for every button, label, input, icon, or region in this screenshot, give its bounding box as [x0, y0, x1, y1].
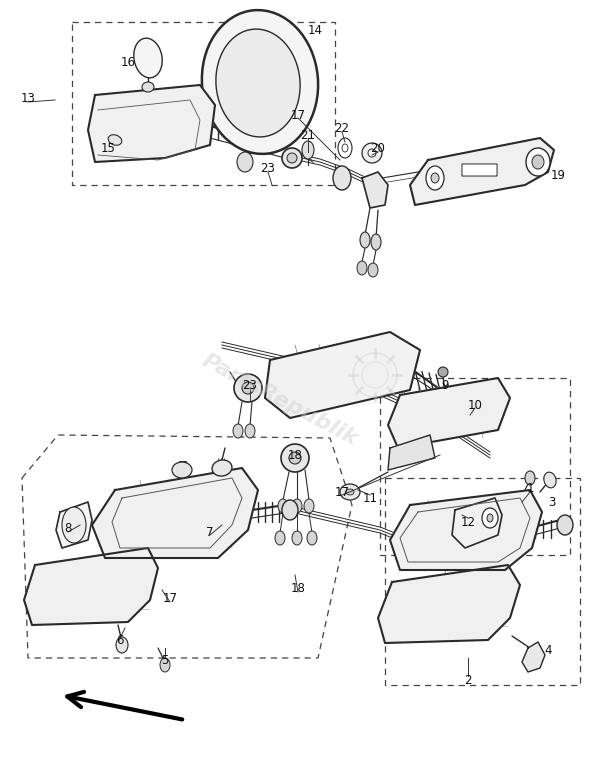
Polygon shape — [24, 548, 158, 625]
Text: 19: 19 — [551, 169, 566, 182]
Ellipse shape — [431, 173, 439, 183]
Polygon shape — [88, 85, 215, 162]
Text: 16: 16 — [121, 56, 136, 69]
Polygon shape — [362, 172, 388, 208]
Text: 12: 12 — [461, 516, 476, 529]
Polygon shape — [388, 378, 510, 448]
Ellipse shape — [304, 499, 314, 513]
Ellipse shape — [557, 515, 573, 535]
Ellipse shape — [142, 82, 154, 92]
Text: PartsRepublik: PartsRepublik — [199, 350, 361, 450]
Ellipse shape — [333, 166, 351, 190]
Text: 2: 2 — [464, 673, 472, 686]
Text: 9: 9 — [441, 379, 449, 391]
Ellipse shape — [289, 452, 301, 464]
Ellipse shape — [62, 507, 86, 543]
Ellipse shape — [362, 143, 382, 163]
Ellipse shape — [282, 500, 298, 520]
Polygon shape — [452, 498, 502, 548]
Text: 1: 1 — [526, 482, 534, 495]
Ellipse shape — [346, 489, 354, 495]
Ellipse shape — [108, 135, 122, 145]
Ellipse shape — [202, 10, 318, 154]
Ellipse shape — [487, 514, 493, 522]
Ellipse shape — [134, 38, 162, 78]
Text: 13: 13 — [20, 91, 35, 104]
Ellipse shape — [172, 462, 192, 478]
Text: 6: 6 — [116, 634, 124, 646]
Text: 18: 18 — [287, 448, 302, 461]
Ellipse shape — [357, 261, 367, 275]
Ellipse shape — [544, 472, 556, 488]
Text: 22: 22 — [335, 121, 349, 135]
Ellipse shape — [242, 382, 254, 394]
Text: 5: 5 — [161, 653, 169, 666]
Ellipse shape — [307, 531, 317, 545]
Text: 23: 23 — [242, 379, 257, 391]
Ellipse shape — [438, 367, 448, 377]
Ellipse shape — [292, 531, 302, 545]
Ellipse shape — [532, 155, 544, 169]
Text: 17: 17 — [163, 591, 178, 604]
Ellipse shape — [525, 471, 535, 485]
Text: 8: 8 — [64, 522, 71, 534]
Ellipse shape — [216, 29, 300, 137]
Text: 14: 14 — [308, 23, 323, 36]
Polygon shape — [410, 138, 554, 205]
Polygon shape — [378, 565, 520, 643]
Ellipse shape — [482, 508, 498, 528]
Polygon shape — [56, 502, 92, 548]
Text: 23: 23 — [260, 162, 275, 175]
Ellipse shape — [282, 148, 302, 168]
Polygon shape — [390, 490, 542, 570]
Ellipse shape — [368, 149, 376, 157]
Ellipse shape — [237, 152, 253, 172]
Text: 15: 15 — [101, 141, 115, 155]
Text: 21: 21 — [301, 128, 316, 141]
Text: 4: 4 — [544, 643, 552, 656]
Text: 11: 11 — [362, 492, 377, 505]
Text: 20: 20 — [371, 141, 385, 155]
Ellipse shape — [278, 499, 288, 513]
Ellipse shape — [287, 153, 297, 163]
Ellipse shape — [526, 148, 550, 176]
Ellipse shape — [245, 424, 255, 438]
Ellipse shape — [302, 141, 314, 159]
Text: 10: 10 — [467, 399, 482, 411]
Ellipse shape — [281, 444, 309, 472]
Ellipse shape — [233, 424, 243, 438]
Text: 18: 18 — [290, 581, 305, 594]
Text: 3: 3 — [548, 495, 556, 509]
Text: 7: 7 — [206, 526, 214, 539]
FancyBboxPatch shape — [462, 164, 497, 176]
Ellipse shape — [212, 460, 232, 476]
Ellipse shape — [275, 531, 285, 545]
Ellipse shape — [292, 499, 302, 513]
Polygon shape — [388, 435, 435, 470]
Ellipse shape — [368, 263, 378, 277]
Ellipse shape — [360, 232, 370, 248]
Polygon shape — [522, 642, 545, 672]
Ellipse shape — [234, 374, 262, 402]
Ellipse shape — [116, 637, 128, 653]
Ellipse shape — [340, 484, 360, 500]
Ellipse shape — [371, 234, 381, 250]
Ellipse shape — [160, 658, 170, 672]
Text: 17: 17 — [335, 485, 349, 499]
Text: 17: 17 — [290, 108, 305, 121]
Polygon shape — [265, 332, 420, 418]
Ellipse shape — [426, 166, 444, 190]
Polygon shape — [92, 468, 258, 558]
